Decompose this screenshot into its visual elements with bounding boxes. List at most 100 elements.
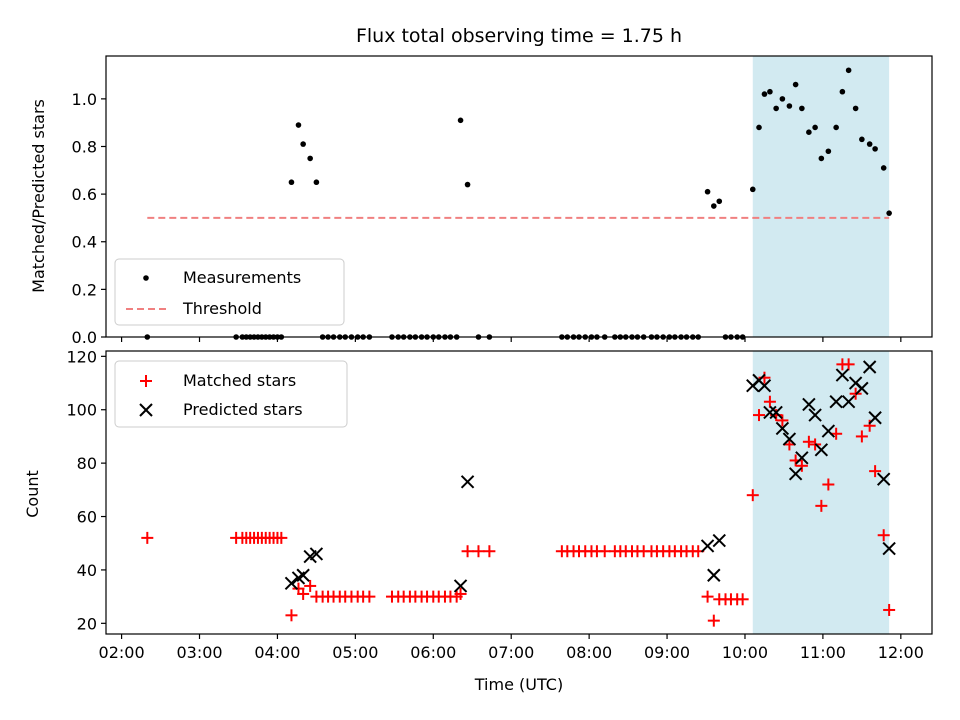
predicted-point (700, 539, 715, 553)
measurement-point (756, 124, 762, 131)
legend-matched-label: Matched stars (183, 371, 296, 390)
matched-point (763, 395, 776, 408)
predicted-point (757, 379, 772, 393)
predicted-point (712, 533, 726, 548)
predicted-point (309, 547, 324, 561)
x-tick-label: 10:00 (722, 643, 768, 662)
x-tick-label: 04:00 (254, 643, 300, 662)
top-legend: Measurements Threshold (114, 258, 345, 326)
x-tick-label: 06:00 (410, 643, 456, 662)
legend-predicted-label: Predicted stars (183, 400, 303, 419)
x-tick-label: 02:00 (99, 643, 145, 662)
legend-measurements-marker (143, 275, 149, 281)
matched-point (877, 529, 890, 542)
measurement-point (711, 203, 717, 209)
top-y-ticks: 0.0 0.2 0.4 0.6 0.8 1.0 (72, 90, 106, 347)
matched-point (815, 499, 828, 512)
bottom-y-axis-label: Count (23, 470, 42, 518)
y-tick-label: 0.2 (72, 280, 97, 299)
predicted-point (795, 451, 809, 465)
measurement-point (799, 105, 805, 112)
bottom-panel: 20 40 60 80 100 120 02:00 03:00 04:00 05:00 06:00… (23, 347, 933, 694)
matched-point (275, 531, 288, 544)
predicted-point (453, 579, 468, 593)
predicted-point (835, 368, 850, 382)
predicted-point (284, 576, 299, 590)
y-tick-label: 0.4 (72, 233, 97, 252)
measurement-point (464, 181, 471, 188)
measurement-point (806, 129, 812, 136)
predicted-point (814, 443, 829, 457)
matched-point (701, 590, 714, 603)
matched-point (822, 478, 835, 491)
measurement-point (749, 186, 756, 193)
bottom-x-ticks: 02:00 03:00 04:00 05:00 06:00 07:00 08:00 09:00… (99, 634, 924, 662)
y-tick-label: 20 (77, 614, 97, 633)
measurement-point (786, 103, 793, 109)
predicted-point (855, 381, 869, 396)
predicted-point (862, 360, 877, 374)
measurement-point (872, 146, 878, 152)
measurement-point (859, 136, 865, 143)
x-tick-label: 05:00 (332, 643, 378, 662)
measurement-point (792, 81, 799, 88)
legend-measurements-label: Measurements (183, 268, 301, 287)
measurement-point (288, 179, 295, 186)
y-tick-label: 0.6 (72, 185, 97, 204)
x-tick-label: 11:00 (800, 643, 846, 662)
predicted-point (782, 432, 797, 446)
top-highlight-span (752, 56, 890, 337)
legend-predicted-marker (139, 403, 153, 417)
matched-point (285, 609, 298, 622)
y-tick-label: 40 (77, 561, 97, 580)
matched-point (483, 545, 496, 558)
top-x-ticks (120, 337, 902, 342)
y-tick-label: 100 (66, 401, 97, 420)
measurement-point (767, 88, 773, 95)
x-tick-label: 03:00 (176, 643, 222, 662)
measurement-point (818, 155, 825, 162)
measurement-point (300, 141, 306, 147)
matched-point (707, 614, 720, 627)
measurement-point (773, 105, 779, 112)
matched-point (454, 587, 467, 600)
predicted-point (769, 405, 783, 420)
top-axes-frame (105, 55, 933, 338)
predicted-point (882, 541, 896, 556)
bottom-legend: Matched stars Predicted stars (114, 360, 348, 428)
bottom-axes-frame (105, 350, 933, 635)
series-predicted-stars (284, 360, 896, 593)
predicted-point (829, 395, 843, 409)
x-tick-label: 12:00 (878, 643, 924, 662)
matched-point (802, 435, 815, 448)
matched-point (855, 430, 868, 443)
legend-matched-marker (140, 375, 152, 387)
matched-point (795, 459, 808, 472)
predicted-point (868, 411, 882, 425)
x-tick-label: 07:00 (488, 643, 534, 662)
matched-point (776, 414, 789, 427)
predicted-point (841, 395, 856, 409)
legend-threshold-label: Threshold (182, 299, 262, 318)
predicted-point (802, 397, 816, 412)
measurement-point (704, 188, 711, 195)
y-tick-label: 0.8 (72, 137, 97, 156)
matched-point (363, 590, 376, 603)
measurement-point (825, 148, 832, 155)
measurement-point (761, 91, 768, 97)
matched-point (598, 545, 611, 558)
y-tick-label: 60 (77, 508, 97, 527)
predicted-point (460, 475, 475, 489)
measurement-point (457, 117, 464, 124)
predicted-point (707, 568, 721, 582)
x-axis-label: Time (UTC) (474, 675, 563, 694)
matched-point (863, 419, 876, 432)
matched-point (141, 531, 154, 544)
matched-point (842, 358, 855, 371)
matched-point (753, 409, 766, 422)
predicted-point (775, 421, 790, 436)
predicted-point (808, 408, 822, 422)
measurement-point (866, 141, 873, 147)
y-tick-label: 0.0 (72, 328, 97, 347)
